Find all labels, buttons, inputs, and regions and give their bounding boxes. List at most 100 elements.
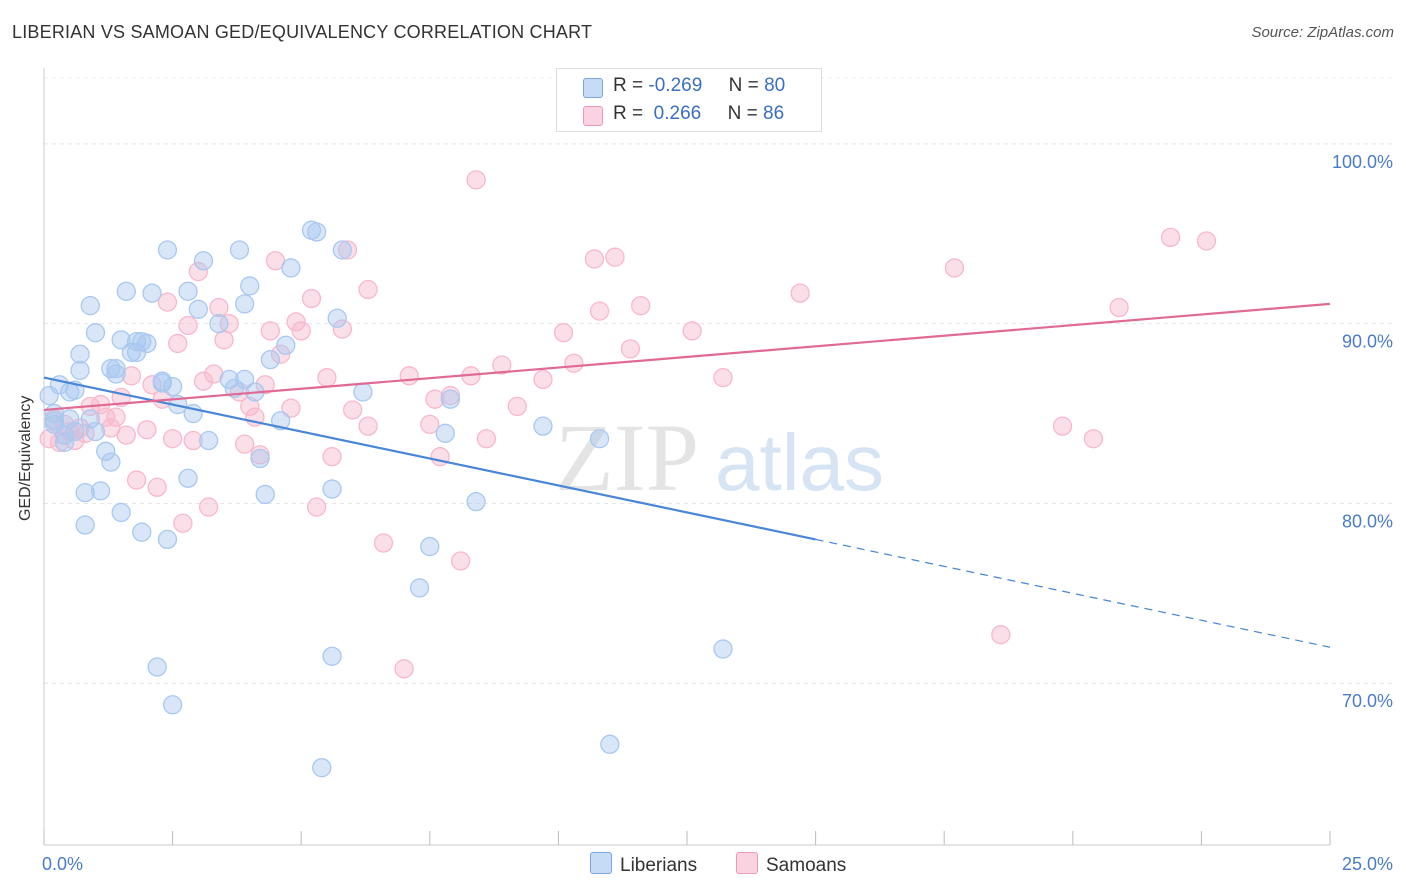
liberians-point	[101, 452, 121, 472]
liberians-point	[132, 522, 152, 542]
legend-r-value: 0.266	[653, 103, 702, 124]
samoans-point	[173, 513, 193, 533]
liberians-point	[260, 349, 280, 370]
liberians-point	[322, 646, 342, 666]
x-tick-label-min: 0.0%	[42, 854, 83, 874]
liberians-point	[75, 515, 95, 535]
liberians-points	[39, 220, 733, 778]
samoans-point	[425, 389, 445, 409]
samoans-point	[553, 323, 574, 343]
samoans-point	[255, 375, 275, 395]
samoans-point	[116, 425, 136, 445]
samoans-point	[162, 429, 183, 449]
liberians-point	[101, 358, 121, 379]
samoans-point	[240, 396, 260, 417]
watermark: ZIP atlas	[555, 404, 884, 511]
samoans-point	[183, 430, 203, 451]
x-tick-label-max: 25.0%	[1342, 854, 1393, 874]
legend-r-label: R =	[613, 103, 644, 124]
liberians-point	[219, 369, 239, 390]
liberians-point	[589, 429, 610, 449]
liberians-point	[111, 502, 131, 523]
samoans-point	[332, 319, 353, 339]
liberians-point	[65, 421, 85, 442]
liberians-point	[327, 308, 347, 328]
samoans-point	[944, 258, 965, 278]
liberians-point	[90, 481, 111, 501]
samoans-point	[620, 339, 641, 359]
samoans-point	[229, 382, 250, 402]
samoans-point	[584, 249, 605, 269]
legend-n-value: 86	[763, 103, 785, 124]
liberians-legend-swatch	[590, 852, 612, 874]
liberians-point	[80, 296, 100, 316]
samoans-point	[188, 261, 208, 282]
trend-lines	[43, 302, 1331, 648]
liberians-point	[137, 333, 157, 354]
liberians-point	[157, 529, 178, 550]
liberians-point	[240, 276, 260, 296]
liberians-point	[178, 281, 198, 301]
samoans-point	[682, 321, 702, 341]
samoans-point	[168, 333, 188, 354]
samoans-point	[492, 355, 512, 375]
liberians-point	[713, 639, 733, 659]
samoans-point	[234, 434, 255, 454]
liberians-point	[533, 416, 553, 436]
samoans-point	[466, 170, 486, 190]
samoans-point	[394, 659, 414, 679]
liberians-point	[44, 403, 64, 424]
samoans-point	[126, 470, 147, 490]
y-tick-label: 70.0%	[1342, 691, 1393, 711]
liberians-point	[147, 657, 167, 677]
samoans-point	[281, 398, 301, 418]
liberians-point	[466, 491, 486, 512]
liberians-point	[116, 281, 136, 301]
samoans-point	[420, 414, 440, 434]
samoans-points	[39, 170, 1217, 679]
liberians-point	[162, 376, 183, 397]
watermark-atlas: atlas	[715, 418, 884, 507]
samoans-point	[96, 407, 116, 427]
liberians-point	[80, 409, 100, 429]
liberians-point	[70, 360, 90, 381]
samoans-point	[39, 429, 59, 449]
samoans-trend-line	[43, 302, 1331, 412]
liberians-point	[152, 371, 172, 391]
samoans-point	[605, 247, 625, 267]
legend-n-label: N =	[728, 75, 759, 96]
samoans-point	[631, 296, 651, 316]
liberians-point	[281, 258, 301, 278]
liberians-point	[75, 483, 95, 503]
source-label: Source: ZipAtlas.com	[1251, 24, 1394, 41]
liberians-point	[255, 484, 275, 505]
liberians-point	[162, 695, 183, 715]
liberians-point	[157, 240, 178, 260]
bottom-legend-liberians: Liberians	[590, 852, 697, 877]
samoans-point	[137, 420, 157, 440]
legend-r-label: R =	[613, 75, 644, 96]
liberians-point	[54, 425, 75, 445]
liberians-point	[312, 758, 332, 778]
liberians-point	[420, 536, 440, 557]
liberians-point	[276, 335, 296, 355]
samoans-point	[373, 533, 394, 553]
axes	[43, 68, 1331, 846]
samoans-point	[342, 400, 363, 420]
liberians-point	[306, 222, 327, 242]
liberians-point	[322, 479, 342, 499]
samoans-point	[301, 288, 322, 309]
liberians-point	[106, 358, 126, 379]
samoans-point	[507, 396, 527, 417]
liberians-point	[198, 430, 219, 451]
stats-legend: R = -0.269 N = 80 R = 0.266 N = 86	[556, 68, 822, 132]
samoans-point	[358, 416, 378, 436]
liberians-point	[234, 369, 255, 390]
samoans-point	[291, 321, 311, 341]
samoans-point	[306, 497, 327, 517]
samoans-point	[713, 367, 733, 388]
samoans-point	[214, 330, 234, 350]
liberians-point	[85, 421, 106, 442]
liberians-swatch	[583, 78, 603, 98]
samoans-point	[476, 429, 497, 449]
